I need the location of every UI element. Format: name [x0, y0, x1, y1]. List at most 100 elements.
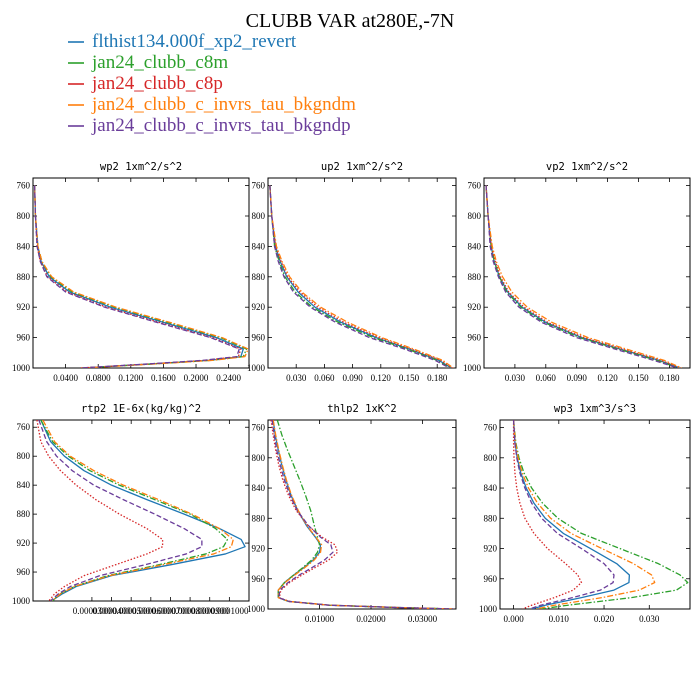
plot-frame [267, 177, 457, 369]
y-tick-label: 920 [484, 544, 498, 554]
panel-title: wp2 1xm^2/s^2 [100, 161, 182, 173]
series-line-1 [512, 420, 689, 609]
x-tick-label: 0.030 [639, 614, 660, 624]
series-group [270, 420, 454, 609]
x-tick-label: 0.120 [371, 373, 392, 383]
legend-entry-4: jan24_clubb_c_invrs_tau_bkgndp [91, 115, 351, 136]
y-tick-label: 760 [252, 423, 266, 433]
y-tick-label: 1000 [247, 363, 266, 373]
x-tick-label: 0.010 [549, 614, 570, 624]
y-tick-label: 960 [252, 574, 266, 584]
series-line-3 [512, 420, 656, 609]
legend: flthist134.000f_xp2_revertjan24_clubb_c8… [68, 31, 356, 136]
panel-title: up2 1xm^2/s^2 [321, 161, 403, 173]
series-line-1 [269, 185, 451, 368]
series-line-0 [269, 185, 452, 368]
x-tick-label: 0.2000 [184, 373, 209, 383]
y-tick-label: 1000 [12, 596, 31, 606]
panel-2: vp2 1xm^2/s^2 760 800 840 880 920 960 1000 0.030… [463, 161, 691, 383]
series-line-2 [36, 420, 164, 601]
plot-frame [499, 419, 691, 610]
series-line-0 [33, 185, 244, 368]
x-tick-label: 0.180 [427, 373, 448, 383]
legend-entry-3: jan24_clubb_c_invrs_tau_bkgndm [91, 94, 356, 115]
series-line-0 [40, 420, 246, 601]
y-tick-label: 920 [252, 544, 266, 554]
y-tick-label: 840 [252, 241, 266, 251]
x-tick-label: 0.120 [597, 373, 618, 383]
plot-frame [32, 419, 250, 602]
x-tick-label: 0.030 [286, 373, 307, 383]
y-tick-label: 800 [252, 453, 266, 463]
series-group [33, 185, 249, 368]
series-group [36, 420, 246, 601]
y-tick-label: 880 [17, 272, 31, 282]
x-tick-label: 0.1200 [118, 373, 143, 383]
plot-frame [267, 419, 457, 610]
y-tick-label: 960 [484, 574, 498, 584]
x-tick-label: 0.0400 [53, 373, 78, 383]
y-tick-label: 960 [468, 333, 482, 343]
y-tick-label: 920 [468, 302, 482, 312]
series-line-4 [512, 420, 615, 609]
y-tick-label: 880 [484, 513, 498, 523]
series-group [269, 185, 454, 368]
series-line-4 [38, 420, 203, 601]
series-line-1 [276, 420, 454, 609]
y-tick-label: 920 [17, 302, 31, 312]
x-tick-label: 0.0000300 [73, 606, 112, 616]
x-tick-label: 0.150 [399, 373, 420, 383]
y-tick-label: 800 [468, 211, 482, 221]
legend-entry-1: jan24_clubb_c8m [91, 52, 228, 73]
x-tick-label: 0.0800 [86, 373, 111, 383]
x-tick-label: 0.060 [314, 373, 335, 383]
x-tick-label: 0.090 [342, 373, 363, 383]
y-tick-label: 760 [17, 422, 31, 432]
y-tick-label: 760 [17, 181, 31, 191]
panel-5: wp3 1xm^3/s^3 760 800 840 880 920 960 1000 0.000… [479, 403, 691, 624]
panel-3: rtp2 1E-6x(kg/kg)^2 760 800 840 880 920 960 100… [12, 403, 250, 616]
x-tick-label: 0.180 [659, 373, 680, 383]
series-line-1 [40, 420, 229, 601]
plot-frame [32, 177, 250, 369]
panel-1: up2 1xm^2/s^2 760 800 840 880 920 960 1000 0.030… [247, 161, 457, 383]
x-tick-label: 0.0000400 [92, 606, 131, 616]
series-group [512, 420, 689, 609]
x-tick-label: 0.0000700 [151, 606, 190, 616]
x-tick-label: 0.0000900 [191, 606, 230, 616]
x-tick-label: 0.030 [505, 373, 526, 383]
series-line-0 [485, 185, 680, 368]
panel-title: wp3 1xm^3/s^3 [554, 403, 636, 415]
y-tick-label: 880 [252, 513, 266, 523]
y-tick-label: 920 [17, 538, 31, 548]
series-line-3 [42, 420, 234, 601]
plot-frame [483, 177, 691, 369]
legend-entry-0: flthist134.000f_xp2_revert [92, 31, 297, 52]
x-tick-label: 0.01000 [305, 614, 335, 624]
panels: wp2 1xm^2/s^2 760 800 840 880 920 960 1000 0.040… [12, 161, 691, 624]
series-line-2 [33, 185, 242, 368]
y-tick-label: 880 [468, 272, 482, 282]
series-line-4 [33, 185, 240, 368]
y-tick-label: 800 [484, 453, 498, 463]
y-tick-label: 1000 [12, 363, 31, 373]
y-tick-label: 880 [252, 272, 266, 282]
x-tick-label: 0.020 [594, 614, 615, 624]
y-tick-label: 1000 [479, 604, 498, 614]
series-line-3 [272, 420, 454, 609]
series-line-1 [485, 185, 679, 368]
series-line-3 [485, 185, 683, 368]
y-tick-label: 960 [252, 333, 266, 343]
y-tick-label: 960 [17, 333, 31, 343]
x-tick-label: 0.0000800 [171, 606, 210, 616]
y-tick-label: 840 [484, 483, 498, 493]
x-tick-label: 0.03000 [408, 614, 438, 624]
series-line-2 [269, 185, 453, 368]
y-tick-label: 760 [484, 423, 498, 433]
series-line-2 [512, 420, 583, 609]
x-tick-label: 0.000 [503, 614, 524, 624]
y-tick-label: 800 [17, 211, 31, 221]
x-tick-label: 0.0000600 [132, 606, 171, 616]
y-tick-label: 760 [252, 181, 266, 191]
